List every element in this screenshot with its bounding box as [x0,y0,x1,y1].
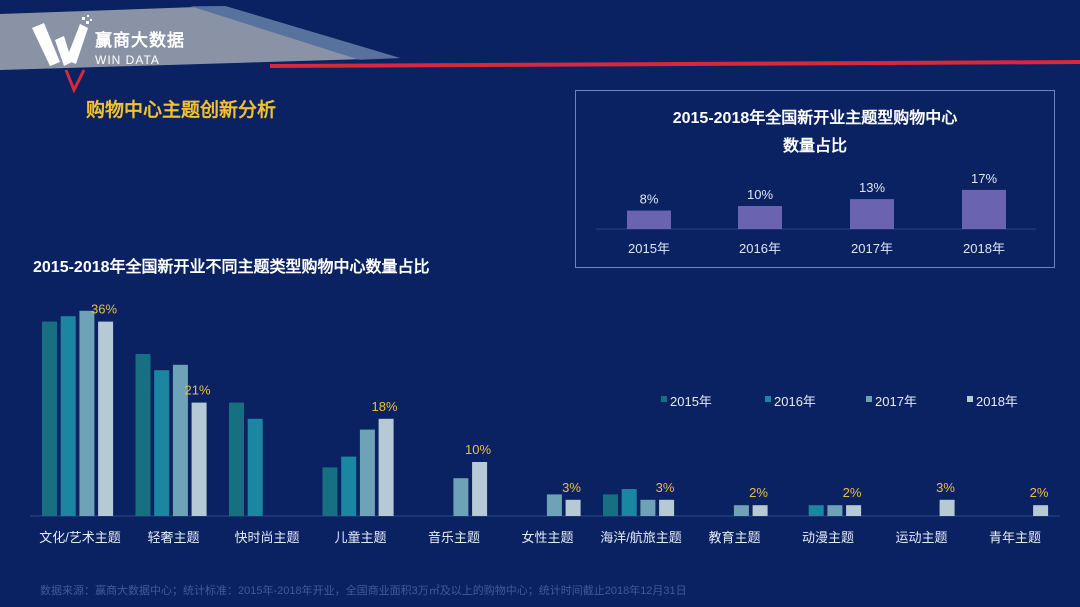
data-label: 2% [843,485,862,500]
banner-blue [190,6,400,60]
bar-2016年 [60,316,76,516]
bar-2016年 [154,370,170,516]
bar-2017年 [79,310,95,516]
x-tick-label: 运动主题 [895,530,947,545]
x-tick-label: 海洋/航旅主题 [600,530,682,545]
bar-2016年 [341,456,357,516]
data-label: 3% [936,480,955,495]
bar-2015年 [135,354,151,516]
inset-x-tick-label: 2018年 [963,241,1005,256]
bar-2018年 [1033,505,1049,516]
bar-2017年 [546,494,562,516]
data-label: 3% [562,480,581,495]
x-tick-label: 动漫主题 [802,530,854,545]
inset-bar [850,199,894,229]
bar-2017年 [827,505,843,516]
legend-swatch [765,396,771,402]
main-chart: 36% 文化/艺术主题 21% 轻奢主题 快时尚主题 18% 儿童主题 10% 音乐主题 3% 女性… [30,302,1060,545]
inset-bar [962,189,1006,229]
data-label: 36% [91,302,117,317]
bar-2018年 [846,505,862,516]
logo-text-en: WIN DATA [95,53,160,67]
legend-swatch [661,396,667,402]
bar-2017年 [453,478,469,516]
legend-label: 2015年 [670,394,712,409]
red-chevron [64,69,86,94]
bar-2015年 [229,402,244,516]
inset-title-line2: 数量占比 [782,138,847,155]
data-label: 10% [465,442,491,457]
main-chart-title: 2015-2018年全国新开业不同主题类型购物中心数量占比 [33,259,430,276]
inset-title-line1: 2015-2018年全国新开业主题型购物中心 [672,110,958,127]
x-tick-label: 文化/艺术主题 [39,530,121,545]
bar-2017年 [172,364,188,516]
data-label: 2% [749,485,768,500]
bar-2018年 [565,499,581,516]
legend-label: 2018年 [976,394,1018,409]
data-label: 2% [1030,485,1049,500]
section-title: 购物中心主题创新分析 [86,100,277,121]
bar-2017年 [359,429,375,516]
inset-chart: 8% 2015年 10% 2016年 13% 2017年 17% 2018年 [596,171,1036,256]
inset-data-label: 8% [640,192,659,207]
data-label: 21% [184,383,210,398]
x-tick-label: 女性主题 [521,530,573,545]
inset-bar [738,206,782,229]
bar-2018年 [752,505,768,516]
bar-2017年 [733,505,749,516]
inset-x-tick-label: 2017年 [851,241,893,256]
legend-swatch [967,396,973,402]
bar-2016年 [247,418,263,516]
bar-2018年 [98,321,114,516]
legend-swatch [866,396,872,402]
x-tick-label: 教育主题 [708,530,760,545]
inset-data-label: 10% [747,187,773,202]
bar-2017年 [640,499,656,516]
data-label: 3% [656,480,675,495]
bar-2018年 [191,402,207,516]
bar-2016年 [621,489,637,516]
x-tick-label: 音乐主题 [428,530,480,545]
bar-2018年 [939,499,955,516]
bar-2018年 [659,499,675,516]
legend-label: 2016年 [774,394,816,409]
x-tick-label: 轻奢主题 [147,530,199,545]
logo-text-cn: 赢商大数据 [95,31,185,50]
inset-chart-title: 2015-2018年全国新开业主题型购物中心 数量占比 [576,105,1054,161]
inset-data-label: 17% [971,171,997,186]
bar-2015年 [603,494,618,516]
header-banner [0,6,1080,94]
inset-chart-panel: 2015-2018年全国新开业主题型购物中心 数量占比 8% 2015年 10% 20… [575,90,1055,268]
bar-2016年 [808,505,824,516]
bar-2018年 [378,418,394,516]
bar-2018年 [472,462,488,516]
red-line [270,60,1080,68]
x-tick-label: 青年主题 [989,530,1041,545]
x-tick-label: 快时尚主题 [234,530,299,545]
x-tick-label: 儿童主题 [334,530,386,545]
bar-2015年 [42,321,57,516]
inset-data-label: 13% [859,180,885,195]
legend-label: 2017年 [875,394,917,409]
banner-grey [0,6,400,70]
bar-2015年 [322,467,338,516]
footer-source: 数据来源：赢商大数据中心；统计标准：2015年-2018年开业，全国商业面积3万… [40,585,687,597]
inset-x-tick-label: 2016年 [739,241,781,256]
inset-x-tick-label: 2015年 [628,241,670,256]
inset-bar [627,210,671,229]
logo-w-icon [32,15,92,66]
data-label: 18% [371,399,397,414]
